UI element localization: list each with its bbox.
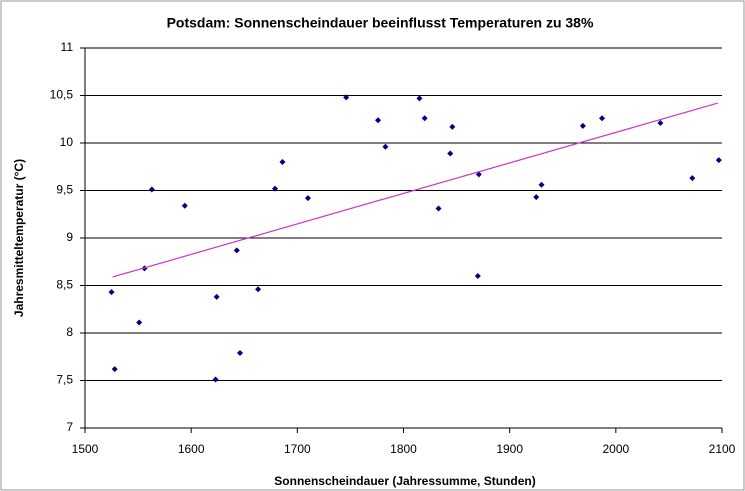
trendline (112, 102, 718, 278)
data-point (111, 366, 118, 373)
y-tick-label: 7,5 (56, 373, 73, 387)
data-point (474, 273, 481, 279)
data-point (382, 143, 389, 150)
x-axis-label: Sonnenscheindauer (Jahressumme, Stunden) (274, 474, 535, 488)
data-point (475, 171, 482, 178)
y-axis-label: Jahresmitteltemperatur (°C) (12, 159, 26, 317)
data-point (689, 175, 696, 182)
data-point (538, 181, 545, 188)
data-point (375, 117, 382, 124)
y-tick-label: 9 (66, 230, 73, 244)
chart-title: Potsdam: Sonnenscheindauer beeinflusst T… (167, 15, 594, 31)
data-point (657, 120, 664, 127)
y-tick-label: 11 (61, 40, 74, 54)
data-point (233, 247, 240, 254)
data-point (579, 122, 586, 129)
data-point (533, 194, 540, 201)
data-point (279, 159, 286, 165)
x-tick-label: 1900 (496, 442, 523, 456)
data-point (343, 94, 350, 101)
x-tick-label: 1500 (72, 442, 99, 456)
data-point (421, 115, 428, 122)
data-point (599, 115, 606, 122)
data-point (272, 185, 279, 192)
data-point (237, 349, 244, 356)
x-tick-label: 1800 (390, 442, 417, 456)
x-tick-label: 2100 (709, 442, 736, 456)
y-tick-label: 10,5 (50, 88, 74, 102)
data-point (449, 123, 456, 130)
x-tick-label: 2000 (602, 442, 629, 456)
y-tick-label: 7 (66, 420, 73, 434)
data-point (136, 319, 143, 326)
data-point (148, 186, 155, 193)
y-tick-label: 8,5 (56, 278, 73, 292)
y-tick-label: 9,5 (56, 183, 73, 197)
y-tick-label: 10 (60, 135, 74, 149)
data-point (181, 202, 188, 209)
data-point (435, 205, 442, 212)
y-tick-label: 8 (66, 325, 73, 339)
data-point (304, 195, 311, 202)
data-point (212, 376, 219, 383)
x-tick-label: 1700 (284, 442, 311, 456)
data-point (715, 157, 722, 164)
data-point (255, 286, 262, 293)
data-point (447, 150, 454, 157)
x-tick-label: 1600 (178, 442, 205, 456)
data-point (108, 289, 115, 296)
data-point (416, 95, 423, 102)
data-point (213, 293, 220, 300)
